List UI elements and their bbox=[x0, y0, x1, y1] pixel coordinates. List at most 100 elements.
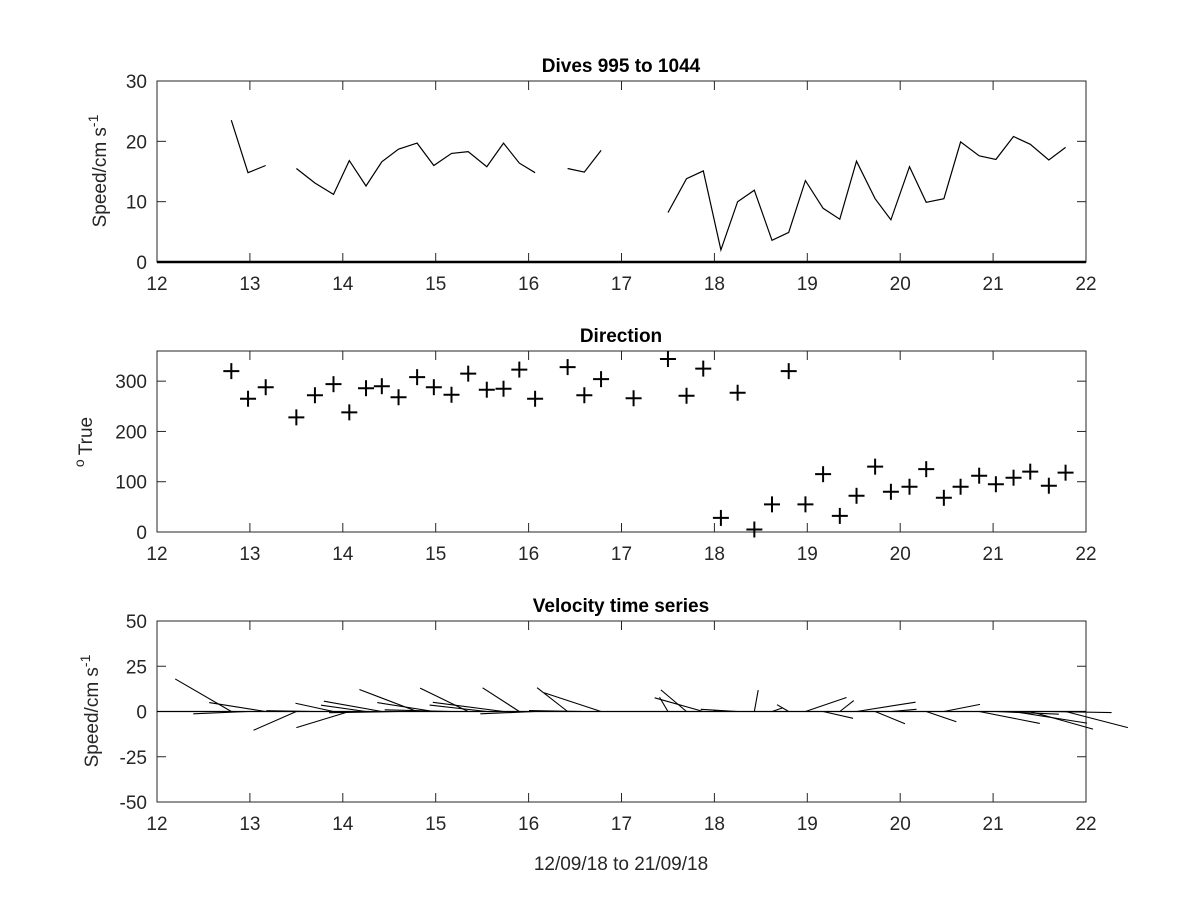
velocity-stick bbox=[1048, 710, 1112, 714]
direction-series bbox=[223, 351, 1074, 538]
velocity-y-ticks: -50 -25 0 25 50 bbox=[120, 612, 1086, 814]
direction-point bbox=[443, 386, 460, 403]
direction-x-ticks: 12 13 14 15 16 17 18 19 20 21 22 bbox=[146, 351, 1097, 565]
velocity-x-tick-label: 12 bbox=[146, 814, 167, 835]
direction-y-tick-label: 200 bbox=[115, 422, 147, 443]
direction-point bbox=[763, 496, 780, 513]
speed-x-tick-label: 18 bbox=[704, 274, 725, 295]
direction-point bbox=[746, 521, 763, 538]
velocity-stick bbox=[979, 710, 1040, 724]
velocity-stick bbox=[209, 702, 266, 713]
direction-x-tick-label: 16 bbox=[518, 544, 539, 565]
direction-y-ticks: 0 100 200 300 bbox=[115, 372, 1086, 544]
velocity-x-tick-label: 14 bbox=[332, 814, 354, 835]
velocity-stick bbox=[839, 700, 855, 712]
velocity-y-tick-label: 0 bbox=[136, 703, 147, 724]
velocity-stick bbox=[805, 696, 847, 713]
velocity-x-tick-label: 20 bbox=[890, 814, 911, 835]
direction-point bbox=[240, 390, 257, 407]
direction-point bbox=[425, 379, 442, 396]
direction-y-tick-label: 300 bbox=[115, 372, 147, 393]
direction-point bbox=[831, 507, 848, 524]
velocity-stick bbox=[482, 687, 520, 712]
velocity-stick bbox=[822, 710, 854, 719]
velocity-y-axis-label: Speed/cm s-1 bbox=[77, 654, 103, 767]
direction-point bbox=[848, 487, 865, 504]
speed-x-tick-label: 13 bbox=[239, 274, 260, 295]
velocity-series bbox=[174, 678, 1129, 731]
speed-line-segment bbox=[667, 135, 1066, 253]
direction-point bbox=[815, 466, 832, 483]
velocity-stick bbox=[432, 701, 504, 713]
direction-x-tick-label: 12 bbox=[146, 544, 167, 565]
velocity-stick bbox=[174, 678, 232, 712]
velocity-x-tick-label: 15 bbox=[425, 814, 446, 835]
speed-x-ticks: 12 13 14 15 16 17 18 19 20 21 22 bbox=[146, 81, 1097, 295]
speed-x-tick-label: 19 bbox=[797, 274, 818, 295]
speed-y-tick-label: 10 bbox=[126, 193, 147, 214]
speed-x-tick-label: 12 bbox=[146, 274, 167, 295]
direction-point bbox=[223, 363, 240, 380]
velocity-x-axis-label: 12/09/18 to 21/09/18 bbox=[534, 854, 708, 875]
direction-y-axis-label-text: True bbox=[76, 417, 97, 455]
direction-point bbox=[659, 351, 676, 368]
direction-x-tick-label: 13 bbox=[239, 544, 260, 565]
velocity-stick bbox=[536, 687, 568, 712]
velocity-stick bbox=[296, 710, 350, 729]
speed-line-segment bbox=[230, 120, 266, 174]
velocity-y-tick-label: -25 bbox=[120, 748, 147, 769]
velocity-stick bbox=[429, 704, 487, 713]
velocity-stick bbox=[1030, 710, 1094, 730]
speed-x-tick-label: 21 bbox=[983, 274, 1004, 295]
velocity-stick bbox=[856, 701, 916, 713]
speed-y-axis-label: Speed/cm s-1 bbox=[85, 114, 111, 227]
velocity-x-tick-label: 22 bbox=[1075, 814, 1096, 835]
direction-point bbox=[325, 376, 342, 393]
velocity-stick bbox=[753, 689, 759, 712]
velocity-x-tick-label: 21 bbox=[983, 814, 1004, 835]
direction-point bbox=[952, 478, 969, 495]
direction-point bbox=[1022, 463, 1039, 480]
velocity-stick bbox=[480, 710, 536, 715]
velocity-stick bbox=[543, 692, 602, 713]
speed-line-segment bbox=[567, 150, 602, 173]
direction-y-tick-label: 0 bbox=[136, 523, 147, 544]
velocity-y-axis-label-superscript: -1 bbox=[77, 654, 93, 667]
velocity-stick bbox=[377, 702, 434, 713]
velocity-x-ticks: 12 13 14 15 16 17 18 19 20 21 22 bbox=[146, 621, 1097, 835]
direction-x-tick-label: 21 bbox=[983, 544, 1004, 565]
velocity-y-tick-label: 50 bbox=[126, 612, 147, 633]
velocity-panel: Velocity time series 12 13 14 15 16 17 18 19 20 2… bbox=[77, 596, 1129, 875]
speed-y-ticks: 0 10 20 30 bbox=[126, 72, 1086, 274]
direction-point bbox=[625, 390, 642, 407]
speed-y-tick-label: 0 bbox=[136, 253, 147, 274]
speed-line-segment bbox=[296, 142, 536, 196]
direction-y-axis-label-superscript: o bbox=[71, 459, 87, 467]
direction-y-axis-label: o True bbox=[71, 417, 97, 467]
velocity-stick bbox=[323, 700, 382, 713]
velocity-stick bbox=[943, 703, 981, 713]
speed-y-axis-label-superscript: -1 bbox=[85, 114, 101, 127]
direction-point bbox=[678, 387, 695, 404]
direction-point bbox=[559, 359, 576, 376]
speed-series bbox=[230, 120, 1066, 253]
direction-point bbox=[511, 361, 528, 378]
speed-x-tick-label: 16 bbox=[518, 274, 539, 295]
direction-point bbox=[918, 461, 935, 478]
direction-point bbox=[882, 483, 899, 500]
speed-x-tick-label: 20 bbox=[890, 274, 911, 295]
direction-point bbox=[460, 365, 477, 382]
direction-point bbox=[358, 380, 375, 397]
direction-point bbox=[987, 476, 1004, 493]
direction-point bbox=[257, 379, 274, 396]
direction-x-tick-label: 19 bbox=[797, 544, 818, 565]
direction-point bbox=[780, 363, 797, 380]
velocity-stick bbox=[528, 710, 585, 713]
speed-x-tick-label: 15 bbox=[425, 274, 446, 295]
velocity-x-tick-label: 19 bbox=[797, 814, 818, 835]
speed-x-tick-label: 17 bbox=[611, 274, 632, 295]
speed-x-tick-label: 22 bbox=[1075, 274, 1096, 295]
direction-point bbox=[712, 509, 729, 526]
direction-point bbox=[409, 369, 426, 386]
velocity-x-tick-label: 16 bbox=[518, 814, 539, 835]
